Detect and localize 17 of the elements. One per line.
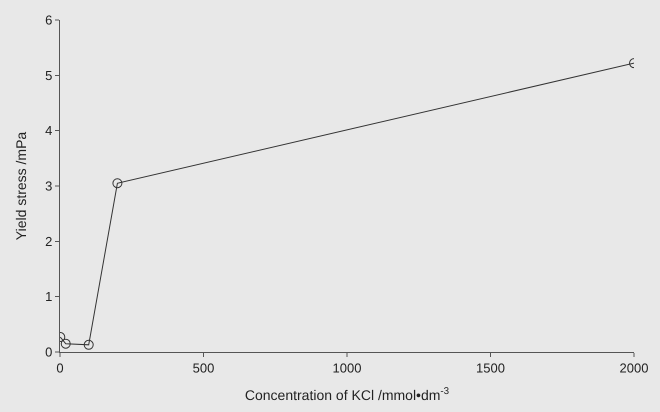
y-tick-label: 6 [45, 12, 52, 28]
y-tick-label: 3 [45, 178, 52, 194]
x-tick-label: 2000 [620, 360, 648, 376]
x-tick-label: 1500 [476, 360, 505, 376]
point [112, 178, 122, 188]
point [84, 340, 94, 350]
y-tick-label: 4 [45, 123, 52, 138]
y-tick-label: 1 [45, 289, 52, 304]
x-tick-label: 1000 [332, 360, 362, 376]
y-tick-label: 5 [45, 68, 52, 83]
x-axis-title: Concentration of KCl /mmol•dm$^{-3}$ [244, 386, 450, 403]
x-tick-label: 500 [192, 360, 214, 376]
point [60, 338, 71, 349]
y-tick-label: 2 [45, 234, 52, 249]
x-tick-label: 0 [56, 360, 64, 376]
y-axis-title: Yield stress /mPa [12, 132, 29, 240]
y-tick-label: 0 [45, 344, 52, 360]
